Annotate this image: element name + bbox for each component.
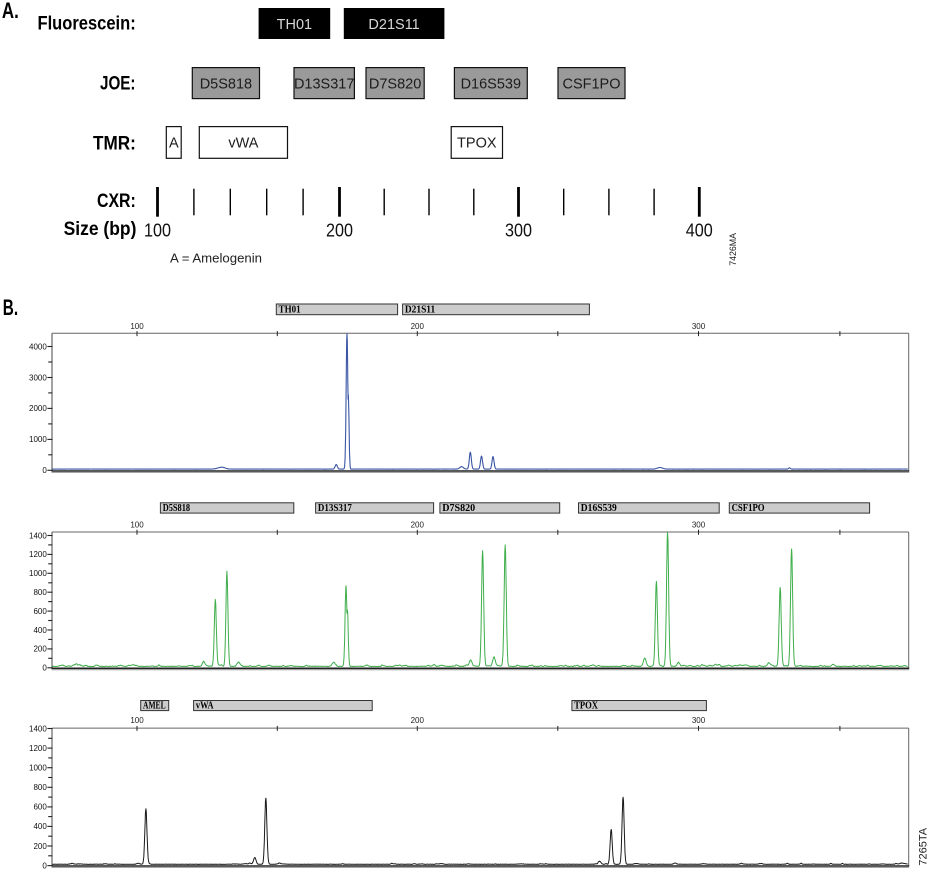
svg-text:100: 100	[144, 221, 171, 241]
svg-text:800: 800	[33, 783, 47, 792]
svg-text:TH01: TH01	[277, 17, 312, 33]
svg-text:1400: 1400	[29, 724, 47, 733]
svg-text:600: 600	[33, 607, 47, 616]
svg-text:400: 400	[33, 822, 47, 831]
svg-text:400: 400	[686, 221, 713, 241]
svg-text:7265TA: 7265TA	[918, 827, 929, 865]
svg-text:300: 300	[692, 322, 706, 331]
svg-text:300: 300	[692, 520, 706, 529]
svg-text:200: 200	[411, 520, 425, 529]
svg-text:0: 0	[42, 466, 47, 475]
svg-text:JOE:: JOE:	[100, 72, 136, 94]
svg-text:D21S11: D21S11	[405, 304, 435, 315]
svg-text:300: 300	[505, 221, 532, 241]
svg-text:CXR:: CXR:	[97, 190, 136, 212]
svg-text:Fluorescein:: Fluorescein:	[38, 13, 136, 35]
svg-text:200: 200	[33, 645, 47, 654]
svg-text:A: A	[169, 136, 179, 152]
svg-text:Size (bp): Size (bp)	[64, 218, 137, 240]
svg-text:CSF1PO: CSF1PO	[732, 503, 765, 514]
svg-text:2000: 2000	[29, 404, 47, 413]
svg-text:1000: 1000	[29, 435, 47, 444]
svg-text:D7S820: D7S820	[369, 76, 421, 92]
svg-text:100: 100	[130, 322, 144, 331]
svg-text:100: 100	[130, 716, 144, 725]
svg-text:600: 600	[33, 803, 47, 812]
svg-text:TPOX: TPOX	[457, 136, 497, 152]
svg-text:400: 400	[33, 626, 47, 635]
svg-text:AMEL: AMEL	[143, 701, 166, 712]
svg-text:1200: 1200	[29, 744, 47, 753]
svg-text:200: 200	[326, 221, 353, 241]
svg-text:1200: 1200	[29, 550, 47, 559]
svg-text:3000: 3000	[29, 373, 47, 382]
svg-text:300: 300	[692, 716, 706, 725]
svg-text:D5S818: D5S818	[163, 503, 190, 514]
svg-text:D21S11: D21S11	[368, 17, 419, 33]
svg-text:vWA: vWA	[196, 701, 214, 712]
svg-text:200: 200	[411, 322, 425, 331]
svg-text:100: 100	[130, 520, 144, 529]
svg-text:1000: 1000	[29, 764, 47, 773]
svg-text:D5S818: D5S818	[200, 76, 252, 92]
svg-text:D16S539: D16S539	[581, 503, 617, 514]
svg-text:800: 800	[33, 588, 47, 597]
svg-text:200: 200	[411, 716, 425, 725]
svg-text:TMR:: TMR:	[93, 133, 136, 155]
svg-text:vWA: vWA	[228, 136, 258, 152]
svg-text:A = Amelogenin: A = Amelogenin	[170, 251, 262, 266]
svg-text:0: 0	[42, 861, 47, 870]
svg-text:CSF1PO: CSF1PO	[562, 76, 620, 92]
svg-text:TH01: TH01	[279, 304, 301, 315]
svg-text:D13S317: D13S317	[318, 503, 352, 514]
svg-text:B.: B.	[3, 295, 18, 320]
svg-text:D7S820: D7S820	[442, 503, 475, 514]
svg-text:1000: 1000	[29, 569, 47, 578]
svg-text:7426MA: 7426MA	[728, 233, 738, 266]
svg-text:D16S539: D16S539	[461, 76, 521, 92]
svg-text:4000: 4000	[29, 342, 47, 351]
svg-text:200: 200	[33, 842, 47, 851]
svg-text:TPOX: TPOX	[574, 701, 598, 712]
svg-text:1400: 1400	[29, 531, 47, 540]
svg-text:D13S317: D13S317	[294, 76, 354, 92]
svg-text:A.: A.	[2, 0, 19, 23]
svg-text:0: 0	[42, 664, 47, 673]
